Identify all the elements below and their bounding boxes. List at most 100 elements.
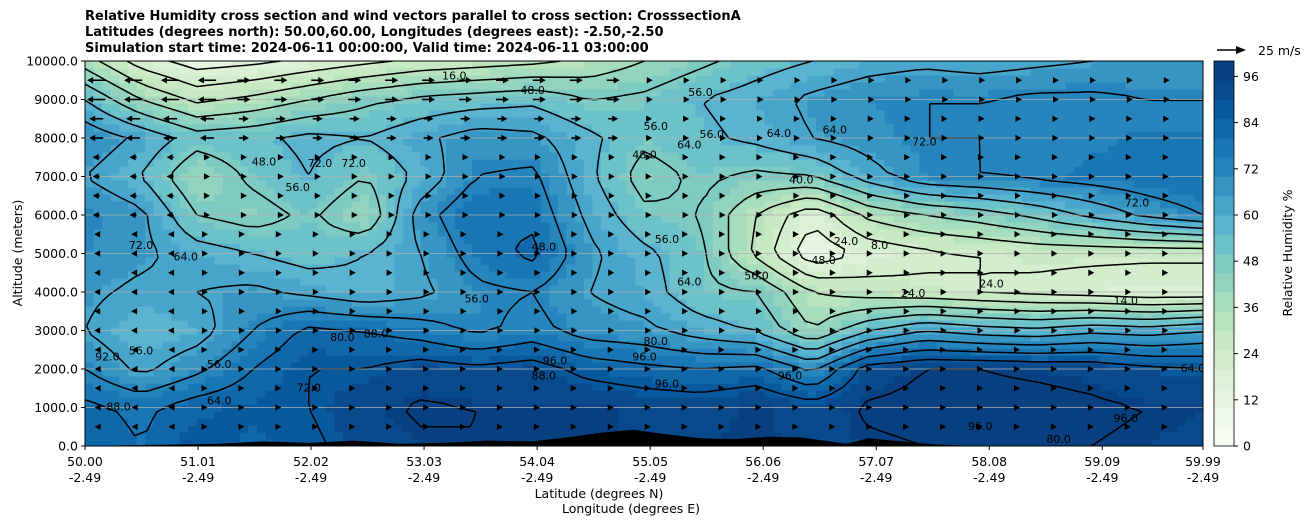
field-cell [119,292,129,300]
field-cell [93,369,103,377]
field-cell [162,355,172,363]
field-cell [592,369,602,377]
field-cell [798,418,808,426]
field-cell [214,397,224,405]
field-cell [626,215,636,223]
field-cell [214,439,224,446]
field-cell [171,152,181,160]
field-cell [222,355,232,363]
field-cell [454,152,464,160]
field-cell [239,355,249,363]
field-cell [300,61,310,69]
field-cell [626,159,636,167]
field-cell [704,75,714,83]
field-cell [678,180,688,188]
field-cell [540,222,550,230]
field-cell [747,68,757,76]
field-cell [601,187,611,195]
field-cell [265,110,275,118]
field-cell [497,397,507,405]
field-cell [454,292,464,300]
field-cell [480,257,490,265]
field-cell [730,383,740,391]
field-cell [497,229,507,237]
field-cell [790,89,800,97]
field-cell [816,208,826,216]
field-cell [540,138,550,146]
field-cell [317,215,327,223]
field-cell [523,369,533,377]
field-cell [85,418,95,426]
field-cell [738,68,748,76]
field-cell [308,313,318,321]
field-cell [411,285,421,293]
field-cell [601,285,611,293]
field-cell [506,355,516,363]
field-cell [454,208,464,216]
field-cell [343,117,353,125]
field-cell [300,103,310,111]
field-cell [274,131,284,139]
field-cell [497,243,507,251]
field-cell [523,425,533,433]
field-cell [472,341,482,349]
field-cell [446,348,456,356]
field-cell [325,348,335,356]
field-cell [119,306,129,314]
field-cell [171,341,181,349]
field-cell [635,285,645,293]
field-cell [222,425,232,433]
field-cell [859,131,869,139]
field-cell [661,166,671,174]
field-cell [145,285,155,293]
field-cell [274,89,284,97]
field-cell [859,278,869,286]
field-cell [626,397,636,405]
field-cell [626,145,636,153]
field-cell [730,264,740,272]
field-cell [730,355,740,363]
field-cell [601,103,611,111]
field-cell [704,68,714,76]
field-cell [833,229,843,237]
field-cell [145,243,155,251]
field-cell [179,285,189,293]
field-cell [136,334,146,342]
field-cell [437,124,447,132]
field-cell [747,369,757,377]
field-cell [334,61,344,69]
field-cell [489,82,499,90]
field-cell [583,208,593,216]
field-cell [93,397,103,405]
field-cell [334,369,344,377]
field-cell [454,320,464,328]
field-cell [437,411,447,419]
field-cell [231,236,241,244]
field-cell [351,425,361,433]
field-cell [515,292,525,300]
field-cell [601,194,611,202]
field-cell [635,215,645,223]
field-cell [678,369,688,377]
field-cell [145,75,155,83]
field-cell [738,117,748,125]
field-cell [102,313,112,321]
field-cell [523,355,533,363]
field-cell [506,369,516,377]
field-cell [850,187,860,195]
field-cell [429,124,439,132]
field-cell [687,320,697,328]
field-cell [652,208,662,216]
field-cell [274,355,284,363]
field-cell [386,348,396,356]
field-cell [248,397,258,405]
field-cell [558,61,568,69]
field-cell [583,369,593,377]
field-cell [824,180,834,188]
field-cell [497,334,507,342]
field-cell [755,201,765,209]
field-cell [188,439,198,446]
field-cell [162,208,172,216]
field-cell [540,313,550,321]
field-cell [446,68,456,76]
